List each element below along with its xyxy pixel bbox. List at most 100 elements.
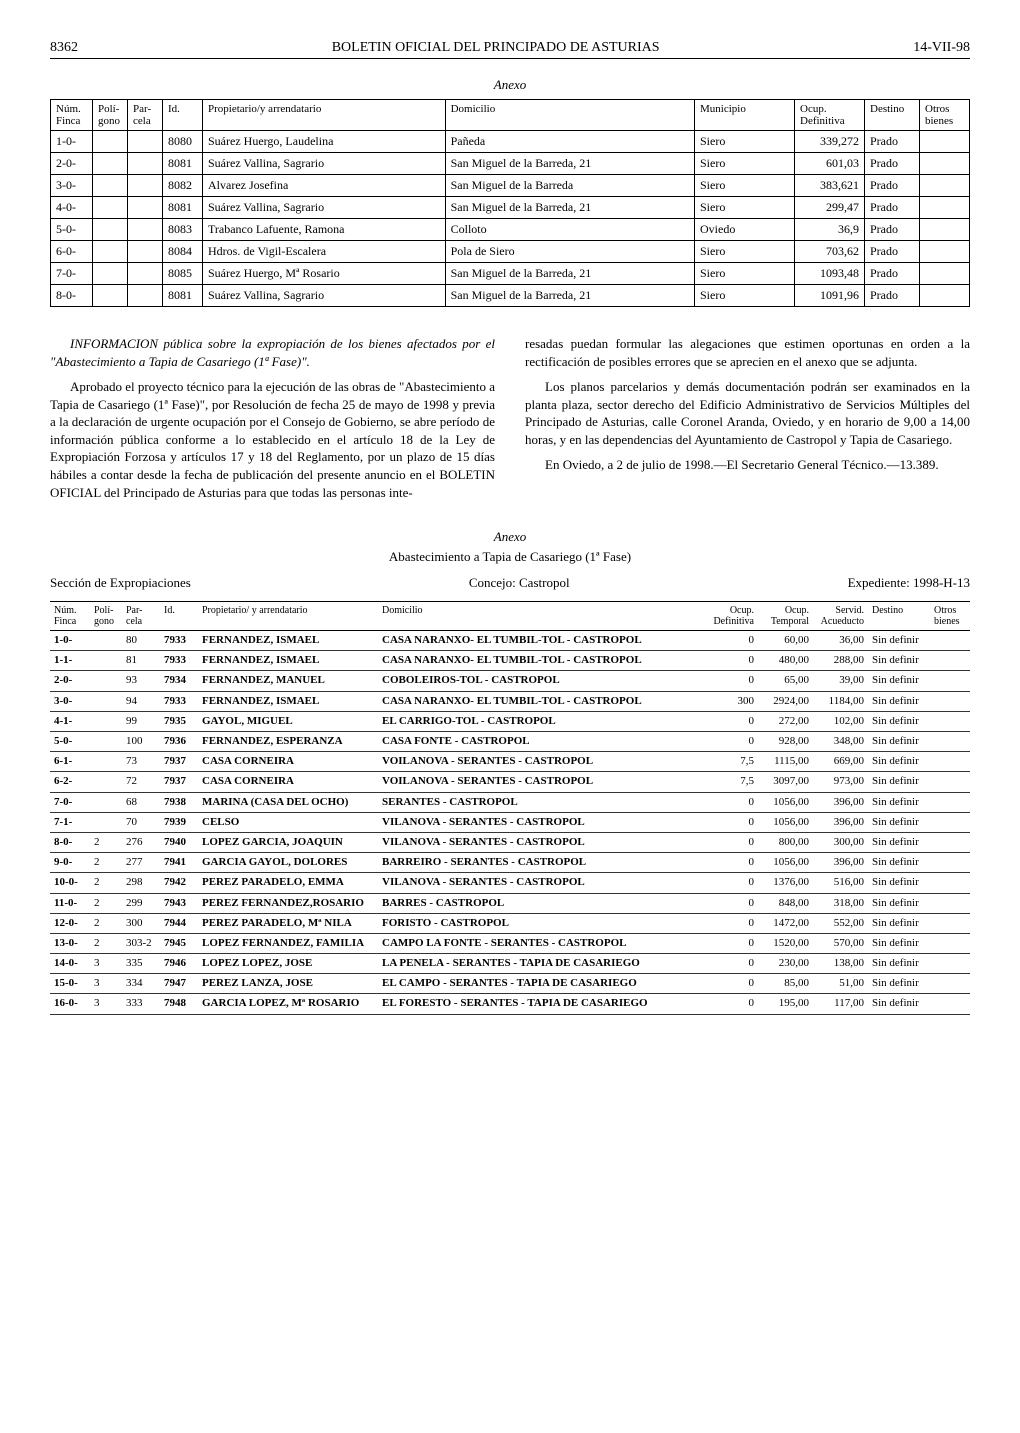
table-cell: 288,00 (813, 651, 868, 671)
table-cell: 0 (703, 732, 758, 752)
table-cell (128, 285, 163, 307)
table-cell: 552,00 (813, 913, 868, 933)
table-cell (93, 153, 128, 175)
table-cell: 4-1- (50, 711, 90, 731)
table-row: 7-0-687938MARINA (CASA DEL OCHO)SERANTES… (50, 792, 970, 812)
table-cell: 396,00 (813, 792, 868, 812)
table-cell: Prado (865, 197, 920, 219)
table-cell: 2 (90, 893, 122, 913)
table-row: 1-1-817933FERNANDEZ, ISMAELCASA NARANXO-… (50, 651, 970, 671)
table-cell: Suárez Huergo, Mª Rosario (203, 263, 446, 285)
table-cell: Prado (865, 241, 920, 263)
table-cell: 2924,00 (758, 691, 813, 711)
table-row: 4-1-997935GAYOL, MIGUELEL CARRIGO-TOL - … (50, 711, 970, 731)
table-cell (930, 812, 970, 832)
table-cell: VOILANOVA - SERANTES - CASTROPOL (378, 752, 703, 772)
table-cell: 0 (703, 853, 758, 873)
col-parcela: Par-cela (122, 602, 160, 631)
table-cell (930, 873, 970, 893)
table-cell: 1091,96 (795, 285, 865, 307)
table-cell: Siero (695, 263, 795, 285)
table-cell: Pola de Siero (445, 241, 694, 263)
table-cell: Sin definir (868, 873, 930, 893)
table-cell: 3 (90, 994, 122, 1014)
table-cell: 0 (703, 913, 758, 933)
table-cell (920, 263, 970, 285)
table-cell (920, 153, 970, 175)
table-cell (930, 651, 970, 671)
table-cell: FERNANDEZ, ISMAEL (198, 691, 378, 711)
table-cell (93, 197, 128, 219)
table-cell: 1-1- (50, 651, 90, 671)
table-cell: FORISTO - CASTROPOL (378, 913, 703, 933)
table-cell (920, 175, 970, 197)
table-row: 6-0-8084Hdros. de Vigil-EscaleraPola de … (51, 241, 970, 263)
table-cell: 94 (122, 691, 160, 711)
table-cell: 335 (122, 954, 160, 974)
table-row: 8-0-8081Suárez Vallina, SagrarioSan Migu… (51, 285, 970, 307)
anexo1-table: Núm. Finca Polí-gono Par-cela Id. Propie… (50, 99, 970, 307)
col-destino: Destino (868, 602, 930, 631)
table-cell: Sin definir (868, 994, 930, 1014)
table-cell (930, 994, 970, 1014)
table-row: 5-0-8083Trabanco Lafuente, RamonaColloto… (51, 219, 970, 241)
table-cell: Sin definir (868, 974, 930, 994)
table-cell: PEREZ PARADELO, Mª NILA (198, 913, 378, 933)
page-header: 8362 BOLETIN OFICIAL DEL PRINCIPADO DE A… (50, 40, 970, 59)
table-cell (930, 853, 970, 873)
table-cell: 0 (703, 651, 758, 671)
table-row: 15-0-33347947PEREZ LANZA, JOSEEL CAMPO -… (50, 974, 970, 994)
table-cell: EL CAMPO - SERANTES - TAPIA DE CASARIEGO (378, 974, 703, 994)
table-cell: VILANOVA - SERANTES - CASTROPOL (378, 832, 703, 852)
table-cell (90, 772, 122, 792)
table-cell (128, 241, 163, 263)
table-cell (930, 671, 970, 691)
table-cell: 1376,00 (758, 873, 813, 893)
table-cell (930, 631, 970, 651)
table-cell: 2 (90, 933, 122, 953)
table-cell: 300 (122, 913, 160, 933)
table-cell: VOILANOVA - SERANTES - CASTROPOL (378, 772, 703, 792)
table-cell: Prado (865, 175, 920, 197)
col-finca: Núm. Finca (51, 100, 93, 131)
table-cell: 299 (122, 893, 160, 913)
table-cell: 848,00 (758, 893, 813, 913)
table-cell (930, 772, 970, 792)
table-cell (128, 131, 163, 153)
table-cell: 7-0- (51, 263, 93, 285)
table-cell (128, 153, 163, 175)
table-cell: 7938 (160, 792, 198, 812)
table-cell: 396,00 (813, 853, 868, 873)
table-cell (930, 792, 970, 812)
table-cell: 396,00 (813, 812, 868, 832)
table-cell: 6-0- (51, 241, 93, 263)
table-cell: CELSO (198, 812, 378, 832)
table-cell: Sin definir (868, 792, 930, 812)
table-cell: 7948 (160, 994, 198, 1014)
anexo1-title: Anexo (50, 77, 970, 93)
anexo2-subtitle: Abastecimiento a Tapia de Casariego (1ª … (50, 549, 970, 565)
table-cell: 8080 (163, 131, 203, 153)
table-cell: 2 (90, 873, 122, 893)
table-cell (128, 175, 163, 197)
table-row: 1-0-8080Suárez Huergo, LaudelinaPañedaSi… (51, 131, 970, 153)
table-cell (128, 219, 163, 241)
table-row: 8-0-22767940LOPEZ GARCIA, JOAQUINVILANOV… (50, 832, 970, 852)
table-cell: Suárez Vallina, Sagrario (203, 197, 446, 219)
table-cell: Oviedo (695, 219, 795, 241)
table-cell: CASA FONTE - CASTROPOL (378, 732, 703, 752)
table-cell: San Miguel de la Barreda (445, 175, 694, 197)
table-cell: 8085 (163, 263, 203, 285)
table-cell: SERANTES - CASTROPOL (378, 792, 703, 812)
table-cell (90, 732, 122, 752)
table-cell: 1115,00 (758, 752, 813, 772)
table-cell: 8081 (163, 153, 203, 175)
table-row: 10-0-22987942PEREZ PARADELO, EMMAVILANOV… (50, 873, 970, 893)
table-row: 2-0-8081Suárez Vallina, SagrarioSan Migu… (51, 153, 970, 175)
table-cell: 318,00 (813, 893, 868, 913)
table-row: 3-0-947933FERNANDEZ, ISMAELCASA NARANXO-… (50, 691, 970, 711)
table-cell: 4-0- (51, 197, 93, 219)
table-cell: 5-0- (51, 219, 93, 241)
col-municipio: Municipio (695, 100, 795, 131)
table-cell (93, 285, 128, 307)
